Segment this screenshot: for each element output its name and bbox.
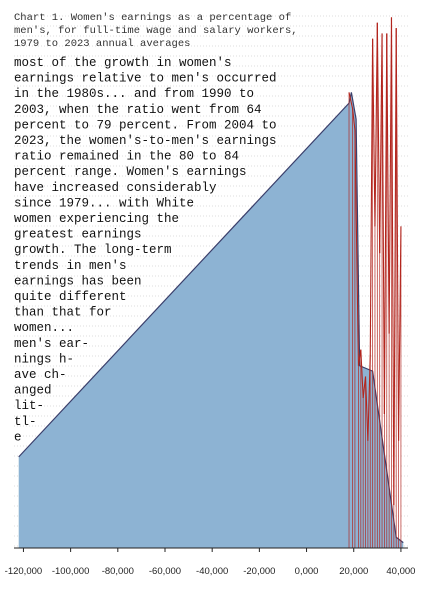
body-line: since 1979... with White: [14, 196, 194, 210]
body-line: lit-: [14, 399, 44, 413]
body-line: growth. The long-term: [14, 243, 172, 257]
series-spikes: [348, 17, 402, 548]
body-line: most of the growth in women's: [14, 56, 232, 70]
x-tick-label: 20,000: [339, 566, 368, 577]
x-tick-label: -80,000: [102, 566, 134, 577]
annotation-text: most of the growth in women's earnings re…: [14, 56, 277, 444]
x-tick-label: -20,000: [243, 566, 275, 577]
title-line: Chart 1. Women's earnings as a percentag…: [14, 12, 291, 24]
body-line: earnings has been: [14, 274, 142, 288]
chart-title: Chart 1. Women's earnings as a percentag…: [14, 12, 298, 50]
title-line: men's, for full-time wage and salary wor…: [14, 25, 298, 37]
x-tick-label: -60,000: [149, 566, 181, 577]
x-tick-label: 0,000: [295, 566, 319, 577]
body-line: women...: [14, 321, 74, 335]
body-line: in the 1980s... and from 1990 to: [14, 87, 254, 101]
body-line: e: [14, 430, 22, 444]
x-tick-label: 40,000: [386, 566, 415, 577]
body-line: 2003, when the ratio went from 64: [14, 103, 262, 117]
series-area: [18, 92, 404, 549]
body-line: anged: [14, 384, 52, 398]
body-line: have increased considerably: [14, 181, 217, 195]
body-line: ratio remained in the 80 to 84: [14, 150, 239, 164]
body-line: nings h-: [14, 352, 74, 366]
body-line: quite different: [14, 290, 127, 304]
body-line: percent range. Women's earnings: [14, 165, 247, 179]
x-axis-ticks: -120,000 -100,000 -80,000 -60,000 -40,000 -20…: [5, 548, 415, 577]
body-line: tl-: [14, 415, 37, 429]
x-tick-label: -100,000: [52, 566, 90, 577]
body-line: percent to 79 percent. From 2004 to: [14, 118, 277, 132]
x-tick-label: -120,000: [5, 566, 43, 577]
spike-segment: [354, 129, 360, 366]
body-line: greatest earnings: [14, 228, 142, 242]
body-line: ave ch-: [14, 368, 67, 382]
body-line: women experiencing the: [14, 212, 179, 226]
body-line: men's ear-: [14, 337, 89, 351]
body-line: trends in men's: [14, 259, 127, 273]
body-line: than that for: [14, 306, 112, 320]
body-line: 2023, the women's-to-men's earnings: [14, 134, 277, 148]
spike-segment: [348, 92, 354, 109]
body-line: earnings relative to men's occurred: [14, 72, 277, 86]
x-tick-label: -40,000: [196, 566, 228, 577]
title-line: 1979 to 2023 annual averages: [14, 38, 190, 50]
